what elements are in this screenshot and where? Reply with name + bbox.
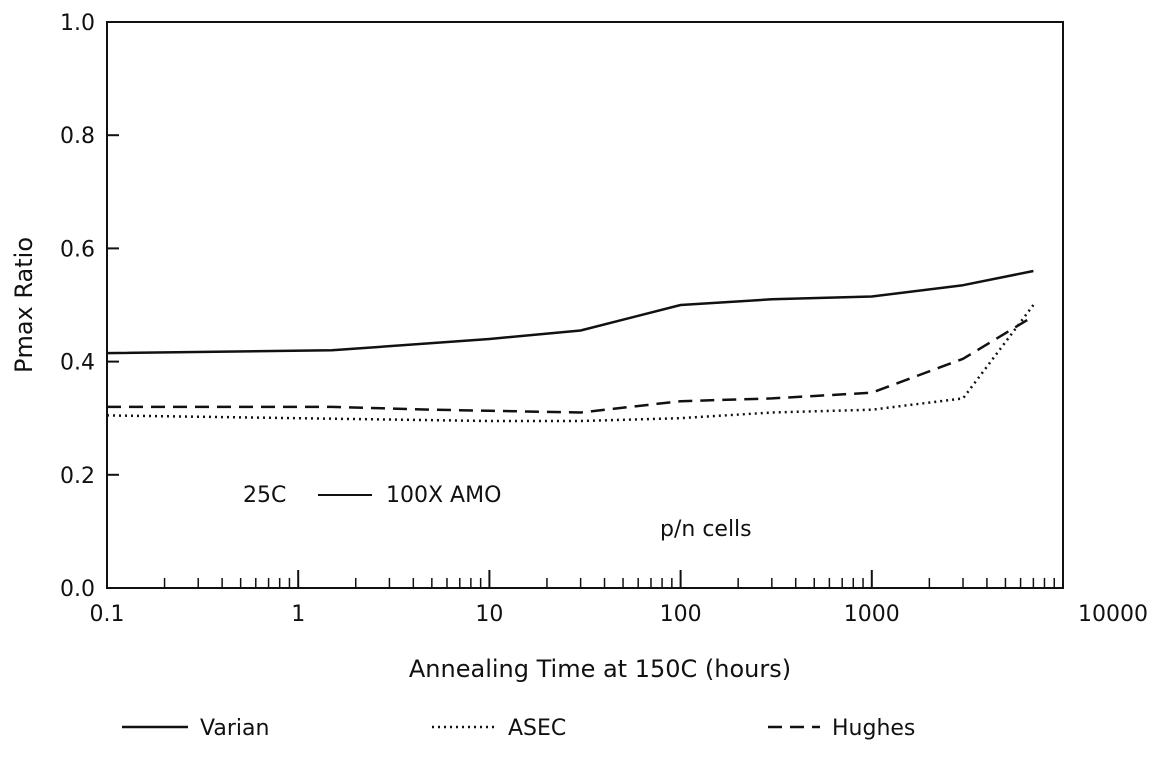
x-tick-label: 0.1: [90, 602, 125, 627]
y-tick-label: 0.4: [60, 351, 95, 376]
x-tick-label: 100: [660, 602, 702, 627]
y-tick-label: 0.2: [60, 464, 95, 489]
series-lines: [106, 269, 1035, 423]
annotation-cells: p/n cells: [660, 517, 752, 542]
y-tick-label: 1.0: [60, 11, 95, 36]
x-axis-title: Annealing Time at 150C (hours): [409, 655, 791, 683]
y-tick-label: 0.8: [60, 124, 95, 149]
series-line-hughes: [107, 315, 1035, 414]
y-tick-label: 0.6: [60, 237, 95, 262]
plot-border: [106, 21, 1064, 589]
legend-label-hughes: Hughes: [832, 716, 915, 741]
x-tick-label: 10: [475, 602, 503, 627]
x-tick-label: 10000: [1078, 602, 1148, 627]
annotation-temperature: 25C: [243, 483, 286, 508]
x-axis-ticks: 0.1 1 10 100 1000 10000: [90, 570, 1148, 627]
y-tick-label: 0.0: [60, 577, 95, 602]
x-tick-label: 1000: [844, 602, 900, 627]
series-line-asec: [106, 304, 1035, 423]
series-line-varian: [106, 269, 1034, 355]
y-axis-ticks: 0.0 0.2 0.4 0.6 0.8 1.0: [60, 11, 119, 602]
y-axis-title: Pmax Ratio: [10, 237, 38, 373]
plot-frame: [106, 21, 1064, 589]
x-tick-label: 1: [291, 602, 305, 627]
legend: Varian ASEC Hughes: [122, 716, 915, 741]
legend-label-varian: Varian: [200, 716, 269, 741]
annotation-intensity: 100X AMO: [386, 483, 501, 508]
legend-label-asec: ASEC: [508, 716, 566, 741]
